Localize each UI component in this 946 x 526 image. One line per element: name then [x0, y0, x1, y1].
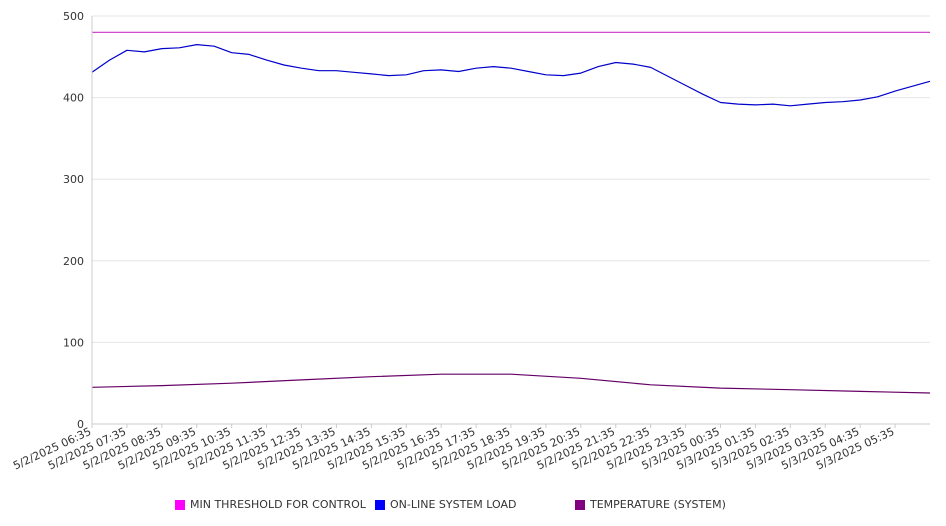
legend: MIN THRESHOLD FOR CONTROL ON-LINE SYSTEM…: [175, 498, 935, 514]
legend-item-threshold[interactable]: MIN THRESHOLD FOR CONTROL: [175, 498, 366, 511]
y-tick-label: 300: [63, 173, 84, 186]
legend-item-temperature[interactable]: TEMPERATURE (SYSTEM): [575, 498, 726, 511]
legend-swatch-system-load: [375, 499, 385, 510]
y-tick-label: 200: [63, 255, 84, 268]
legend-item-system-load[interactable]: ON-LINE SYSTEM LOAD: [375, 498, 516, 511]
x-tick-labels: 5/2/2025 06:355/2/2025 07:355/2/2025 08:…: [11, 424, 896, 472]
legend-label-system-load: ON-LINE SYSTEM LOAD: [390, 498, 517, 511]
series-line-system-load: [91, 43, 931, 107]
series-lines: [91, 31, 931, 394]
y-tick-label: 0: [77, 418, 84, 431]
legend-label-threshold: MIN THRESHOLD FOR CONTROL: [190, 498, 366, 511]
legend-swatch-temperature: [575, 499, 585, 510]
y-tick-label: 400: [63, 92, 84, 105]
series-line-temperature: [91, 373, 931, 394]
y-tick-label: 100: [63, 336, 84, 349]
legend-label-temperature: TEMPERATURE (SYSTEM): [590, 498, 726, 511]
grid: [92, 15, 930, 343]
legend-swatch-threshold: [175, 499, 185, 510]
axes: [91, 16, 930, 425]
y-tick-label: 500: [63, 10, 84, 23]
y-tick-labels: 0 100 200 300 400 500: [63, 10, 84, 431]
